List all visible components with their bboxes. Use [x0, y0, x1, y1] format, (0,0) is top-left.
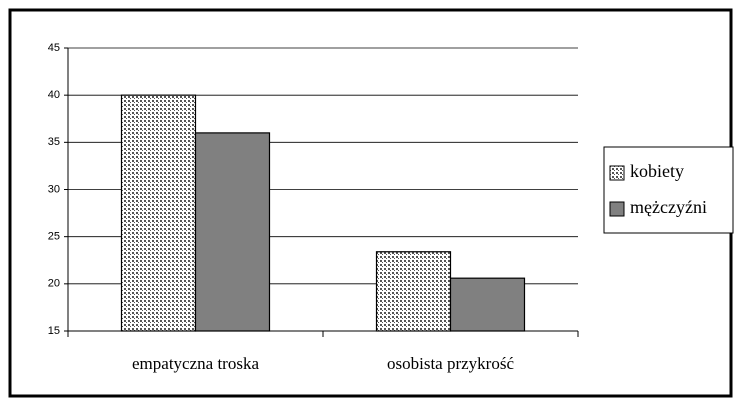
- legend-box: [603, 146, 734, 234]
- legend-label: kobiety: [630, 161, 684, 181]
- legend-label: mężczyźni: [630, 197, 707, 217]
- y-tick-label: 20: [48, 278, 60, 290]
- bar: [449, 277, 526, 332]
- bar: [375, 251, 452, 332]
- legend-swatch: [609, 201, 625, 217]
- y-tick-label: 15: [48, 325, 60, 337]
- y-tick-label: 35: [48, 136, 60, 148]
- y-tick-label: 30: [48, 183, 60, 195]
- x-tick-label: osobista przykrość: [387, 354, 514, 373]
- y-tick-label: 25: [48, 231, 60, 243]
- y-tick-label: 40: [48, 89, 60, 101]
- x-tick-label: empatyczna troska: [132, 354, 259, 373]
- bar: [194, 132, 271, 332]
- legend-swatch: [609, 165, 625, 181]
- bar: [120, 94, 197, 332]
- y-tick-label: 45: [48, 42, 60, 54]
